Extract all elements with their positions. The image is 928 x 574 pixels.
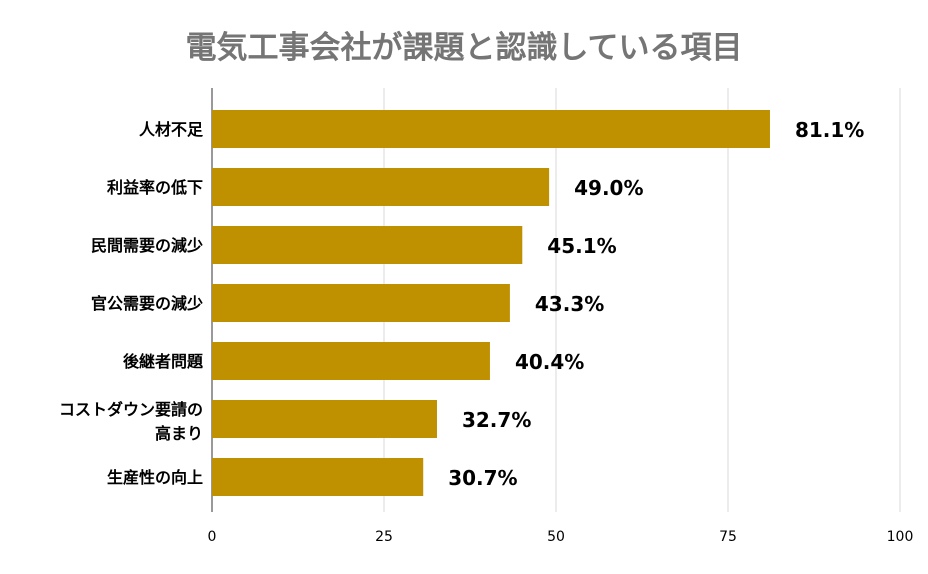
x-tick-label: 75 [719, 529, 737, 545]
category-label: 利益率の低下 [107, 178, 203, 197]
bar [212, 110, 770, 148]
data-label: 49.0% [574, 176, 643, 200]
category-label: 民間需要の減少 [91, 236, 203, 255]
category-label-line: コストダウン要請の [59, 400, 203, 419]
data-label: 30.7% [448, 466, 517, 490]
bar [212, 168, 550, 206]
bar [212, 342, 490, 380]
category-label: 官公需要の減少 [91, 294, 203, 313]
data-label: 43.3% [535, 292, 604, 316]
x-tick-label: 25 [375, 529, 393, 545]
bar [212, 400, 437, 438]
bar [212, 284, 510, 322]
data-label: 45.1% [547, 234, 616, 258]
x-tick-label: 0 [208, 529, 217, 545]
x-tick-label: 100 [887, 529, 914, 545]
category-label: 人材不足 [139, 120, 204, 139]
data-label: 81.1% [795, 118, 864, 142]
bar [212, 458, 424, 496]
data-label: 40.4% [515, 350, 584, 374]
category-label: 後継者問題 [123, 352, 204, 371]
category-label: 生産性の向上 [107, 468, 203, 487]
category-label-line: 高まり [155, 424, 203, 443]
chart-title: 電気工事会社が課題と認識している項目 [185, 30, 743, 66]
x-tick-label: 50 [547, 529, 565, 545]
bar [212, 226, 523, 264]
data-label: 32.7% [462, 408, 531, 432]
